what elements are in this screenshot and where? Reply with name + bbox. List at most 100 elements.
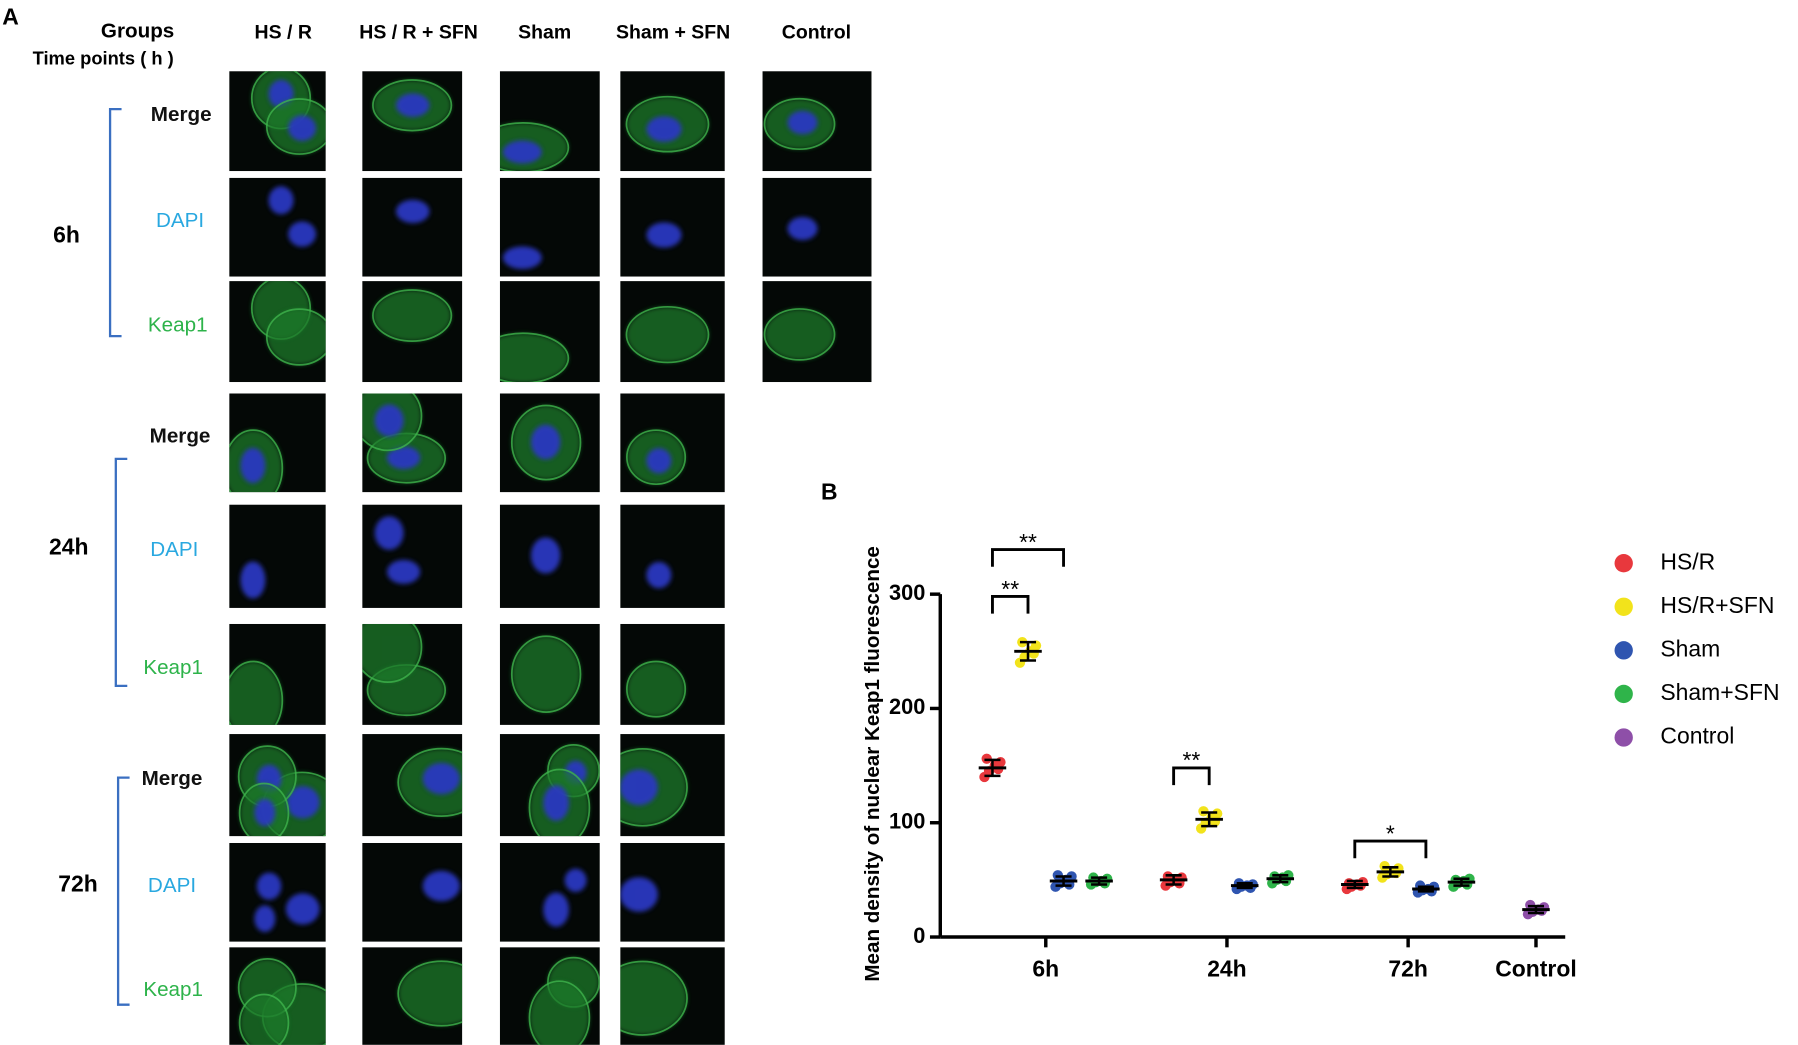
nucleus (254, 905, 276, 933)
column-header: Sham (518, 22, 571, 44)
micrograph-content (528, 744, 600, 837)
cell-edge (397, 747, 463, 818)
legend-marker (1614, 684, 1633, 704)
cell-edge (763, 97, 836, 151)
y-tick-label: 200 (889, 694, 925, 719)
micrograph-bg (620, 504, 725, 608)
nucleus (285, 893, 320, 925)
time-label: 24h (49, 533, 88, 559)
cell-body (372, 289, 452, 342)
channel-label: Keap1 (148, 313, 208, 336)
legend-marker (1614, 554, 1633, 573)
significance-bracket (991, 548, 1065, 567)
significance-label: ** (1182, 747, 1200, 773)
nucleus (256, 872, 282, 900)
micrograph (762, 281, 872, 383)
cell-edge (397, 960, 463, 1027)
micrograph-content (625, 305, 710, 364)
nucleus (543, 785, 569, 821)
column-header: HS / R + SFN (359, 22, 478, 44)
channel-label: Keap1 (143, 656, 203, 679)
nucleus (374, 404, 404, 437)
micrograph (362, 842, 463, 942)
micrograph-content (254, 872, 320, 933)
significance-bracket (1353, 839, 1428, 859)
micrograph-content (502, 246, 542, 270)
cell-body (626, 661, 686, 717)
micrograph (762, 177, 872, 277)
cell-edge (528, 980, 591, 1045)
significance-label: ** (1001, 576, 1019, 602)
column-header: Sham + SFN (616, 22, 730, 44)
cell-edge (625, 95, 710, 153)
cell-body (511, 636, 581, 713)
cell-body (529, 981, 590, 1045)
y-tick-label: 0 (913, 923, 925, 948)
micrograph (499, 504, 600, 608)
cell-edge (265, 308, 326, 366)
micrograph-content (510, 404, 582, 481)
channel-label: Merge (151, 103, 212, 126)
micrograph-content (626, 429, 687, 486)
micrograph (620, 842, 725, 942)
micrograph (229, 734, 326, 837)
micrograph-content (374, 516, 421, 584)
x-tick-label: 24h (1207, 955, 1247, 981)
nucleus (395, 199, 430, 224)
micrograph-bg (499, 842, 600, 942)
micrograph-content (237, 958, 326, 1045)
micrograph-content (510, 635, 582, 713)
cell-body (229, 661, 283, 725)
cell-edge (626, 429, 687, 486)
cell-edge (372, 79, 453, 132)
micrograph (229, 623, 326, 725)
micrograph (229, 504, 326, 608)
micrograph-content (268, 186, 317, 247)
bracket (116, 776, 130, 1006)
micrograph (499, 281, 600, 383)
micrograph-content (395, 199, 430, 224)
micrograph (499, 947, 600, 1045)
micrograph-content (620, 748, 688, 827)
significance-label: ** (1019, 529, 1037, 555)
cell-body (239, 994, 289, 1045)
micrograph-content (240, 561, 266, 599)
cell-body (362, 623, 422, 683)
micrograph (362, 393, 463, 493)
nucleus (646, 222, 682, 248)
cell-edge (265, 98, 326, 155)
micrograph-content (372, 289, 453, 342)
micrograph (229, 281, 326, 383)
micrograph-content (250, 281, 326, 366)
nucleus (620, 769, 658, 806)
micrograph (229, 177, 326, 277)
cell-body (398, 961, 463, 1026)
micrograph-content (237, 745, 326, 837)
nucleus (240, 447, 266, 484)
micrograph-content (499, 332, 570, 383)
channel-label: Merge (142, 767, 203, 790)
micrograph-content (620, 877, 658, 912)
micrograph-content (528, 956, 600, 1045)
channel-label: Keap1 (143, 978, 203, 1001)
nucleus (530, 537, 561, 574)
micrograph-bg (362, 504, 463, 608)
micrograph-content (250, 71, 326, 155)
nucleus (502, 140, 542, 164)
nucleus (240, 561, 266, 599)
bracket (114, 457, 128, 688)
micrograph-bg (362, 177, 463, 277)
legend-label: HS/R+SFN (1660, 592, 1774, 618)
cell-edge (499, 121, 570, 172)
cell-edge (620, 748, 688, 827)
cell-edge (229, 660, 284, 725)
nucleus (288, 221, 317, 247)
micrograph-content (372, 79, 453, 132)
micrograph-content (499, 121, 570, 172)
nucleus (254, 798, 276, 827)
micrograph-content (646, 561, 672, 589)
micrograph (620, 623, 725, 725)
micrograph (362, 281, 463, 383)
nucleus (502, 246, 542, 270)
micrograph (362, 623, 463, 725)
